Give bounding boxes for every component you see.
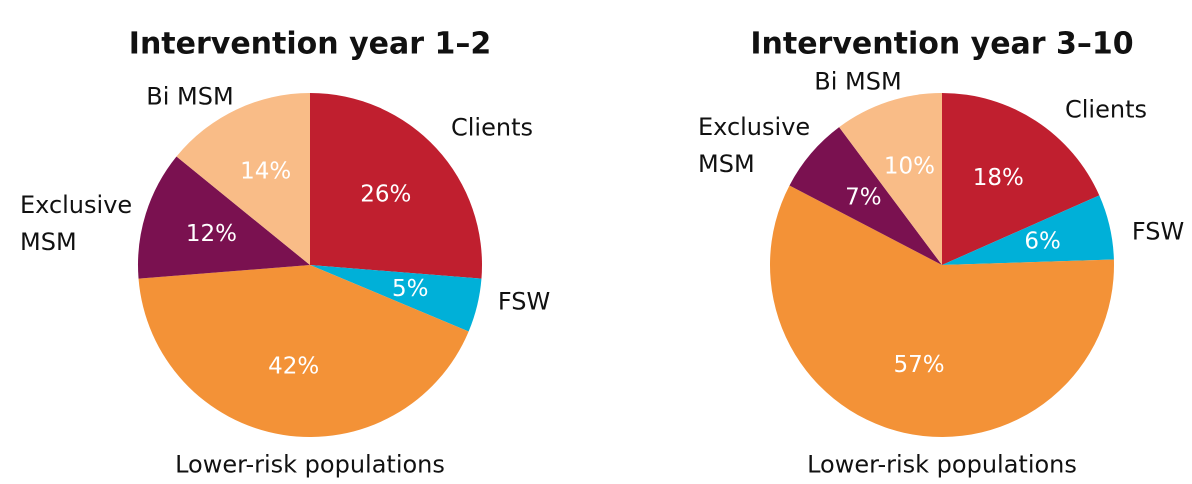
pie-slice	[310, 265, 482, 332]
category-label: Bi MSM	[814, 67, 902, 96]
slice-label: 26%	[360, 181, 411, 207]
slice-label: 12%	[186, 221, 237, 247]
pie-slice	[942, 93, 1100, 265]
slice-label: 42%	[268, 353, 319, 379]
pie-slice	[789, 127, 942, 265]
category-label: Lower-risk populations	[175, 450, 445, 479]
category-label: Bi MSM	[146, 82, 234, 111]
slice-label: 57%	[893, 352, 944, 378]
pie-slice	[942, 195, 1114, 265]
slice-label: 6%	[1024, 229, 1061, 255]
slice-label: 18%	[973, 165, 1024, 191]
pie-slice	[138, 156, 310, 279]
chart-title: Intervention year 3–10	[750, 27, 1133, 62]
chart-title: Intervention year 1–2	[129, 27, 491, 62]
pie-slice	[839, 93, 942, 265]
category-label: Lower-risk populations	[807, 450, 1077, 479]
category-label: Exclusive MSM	[698, 113, 811, 178]
category-label: FSW	[1131, 217, 1185, 246]
category-label: Clients	[1065, 95, 1147, 124]
slice-label: 5%	[392, 276, 429, 302]
category-label: Clients	[451, 113, 533, 142]
category-label: Exclusive MSM	[20, 191, 133, 256]
pie-slice	[176, 93, 310, 265]
pie-slice	[310, 93, 482, 279]
pie-slice	[138, 265, 469, 437]
slice-label: 7%	[845, 185, 882, 211]
pie-slice	[769, 185, 1114, 438]
slice-label: 10%	[884, 154, 935, 180]
category-label: FSW	[497, 287, 551, 316]
slice-label: 14%	[240, 158, 291, 184]
